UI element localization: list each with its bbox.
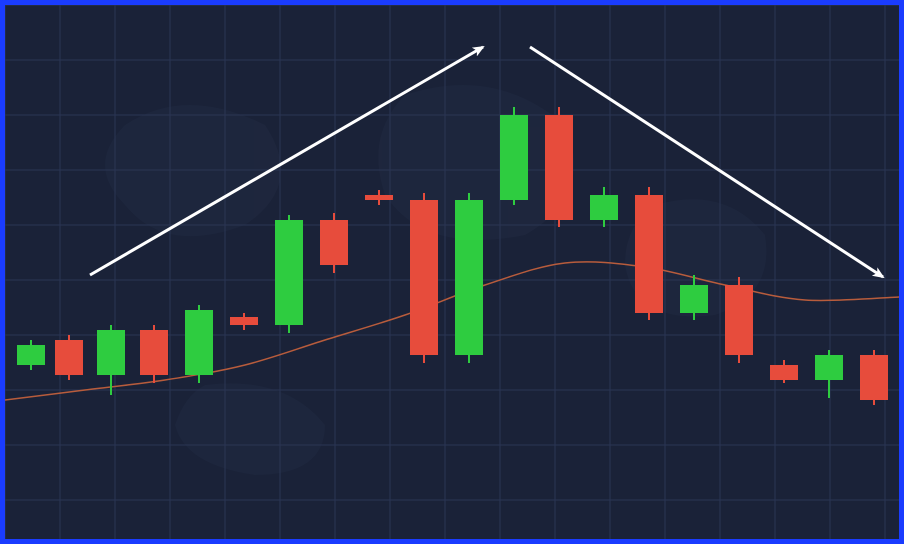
candlestick-chart <box>5 5 899 539</box>
chart-frame <box>0 0 904 544</box>
